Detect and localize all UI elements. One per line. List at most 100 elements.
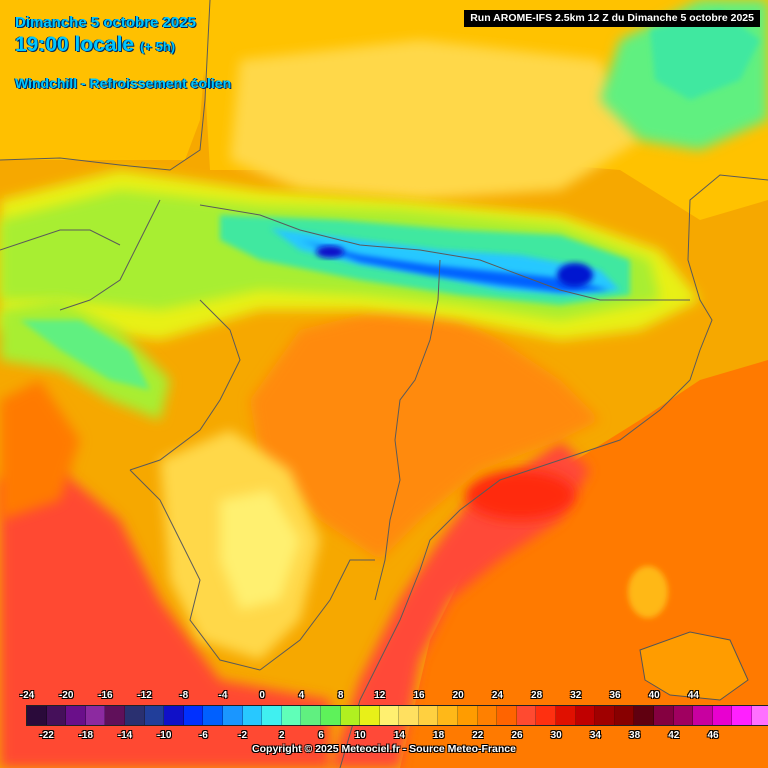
legend-swatch <box>85 706 106 725</box>
copyright-text: Copyright © 2025 Meteociel.fr - Source M… <box>252 743 516 755</box>
legend-swatch <box>693 706 713 725</box>
legend-label-bottom: 42 <box>668 730 680 741</box>
legend-swatch <box>458 706 478 725</box>
legend-label-top: 36 <box>609 690 621 701</box>
mallorca <box>639 631 749 701</box>
legend-label-top: 24 <box>491 690 503 701</box>
pyrenees-ridge <box>300 240 610 292</box>
mediterranean-coastline <box>339 174 768 768</box>
legend-swatch <box>634 706 654 725</box>
color-legend: -24 -20 -16 -12 -8 -4 0 4 8 12 16 20 24 28 32 36 40 44 -22… <box>0 684 768 768</box>
warm-coastal-sea <box>330 440 590 768</box>
legend-label-bottom: -18 <box>78 730 94 741</box>
legend-label-bottom: 34 <box>589 730 601 741</box>
legend-label-top: 32 <box>570 690 582 701</box>
legend-label-bottom: 18 <box>433 730 445 741</box>
navarre-border <box>59 199 161 311</box>
legend-label-bottom: 2 <box>279 730 285 741</box>
legend-label-bottom: 14 <box>393 730 405 741</box>
legend-label-top: 40 <box>648 690 660 701</box>
legend-label-bottom: 10 <box>354 730 366 741</box>
valencia-border <box>259 559 375 671</box>
legend-label-bottom: -2 <box>238 730 248 741</box>
legend-swatch <box>751 706 768 725</box>
legend-label-bottom: -6 <box>198 730 208 741</box>
castile-border <box>129 469 261 671</box>
legend-label-top: -20 <box>58 690 74 701</box>
legend-color-bar <box>26 705 768 726</box>
legend-label-top: -8 <box>179 690 189 701</box>
legend-swatch <box>222 706 243 725</box>
hot-sea-patch <box>465 470 575 520</box>
legend-swatch <box>418 706 439 725</box>
legend-label-bottom: 22 <box>472 730 484 741</box>
cantabria-border <box>0 229 121 251</box>
legend-swatch <box>242 706 263 725</box>
legend-swatch <box>203 706 223 725</box>
legend-swatch <box>360 706 380 725</box>
france-spain-border <box>199 204 690 301</box>
legend-swatch <box>301 706 321 725</box>
pyrenees-peak-2 <box>316 246 344 258</box>
legend-label-bottom: 26 <box>511 730 523 741</box>
legend-swatch <box>595 706 615 725</box>
legend-swatch <box>438 706 459 725</box>
legend-swatch <box>732 706 752 725</box>
legend-swatch <box>281 706 302 725</box>
legend-label-top: -12 <box>137 690 152 701</box>
sea-warm-spot <box>628 566 668 618</box>
legend-label-bottom: 46 <box>707 730 719 741</box>
legend-swatch <box>66 706 86 725</box>
legend-swatch <box>27 706 47 725</box>
model-run-label: Run AROME-IFS 2.5km 12 Z du Dimanche 5 o… <box>464 10 760 27</box>
forecast-lead-time: (+ 5h) <box>140 39 176 54</box>
parameter-title: Windchill - Refroissement éolien <box>15 75 232 91</box>
legend-label-bottom: -10 <box>156 730 172 741</box>
legend-swatch <box>399 706 419 725</box>
south-france-light <box>230 40 640 200</box>
rioja-border <box>129 299 241 471</box>
legend-swatch <box>614 706 635 725</box>
legend-swatch <box>144 706 165 725</box>
catalonia-aragon-border <box>374 259 441 601</box>
legend-label-top: 4 <box>298 690 305 701</box>
legend-swatch <box>477 706 498 725</box>
legend-label-top: 12 <box>374 690 386 701</box>
bay-of-biscay <box>0 0 210 160</box>
legend-swatch <box>673 706 694 725</box>
legend-swatch <box>654 706 674 725</box>
legend-swatch <box>46 706 67 725</box>
iberian-hills-high <box>220 490 300 610</box>
atlantic-coastline <box>0 0 211 171</box>
legend-swatch <box>497 706 517 725</box>
legend-swatch <box>379 706 400 725</box>
legend-label-bottom: -14 <box>117 730 133 741</box>
legend-swatch <box>164 706 184 725</box>
forecast-time: 19:00 locale (+ 5h) <box>15 33 175 57</box>
legend-swatch <box>575 706 596 725</box>
legend-label-bottom: -22 <box>39 730 54 741</box>
legend-label-top: 20 <box>452 690 464 701</box>
legend-swatch <box>556 706 576 725</box>
legend-swatch <box>536 706 557 725</box>
legend-label-top: -4 <box>218 690 228 701</box>
legend-swatch <box>124 706 145 725</box>
legend-swatch <box>105 706 125 725</box>
legend-label-top: 0 <box>259 690 265 701</box>
legend-swatch <box>712 706 733 725</box>
legend-swatch <box>340 706 361 725</box>
legend-label-bottom: 38 <box>629 730 641 741</box>
massif-central-cooler <box>650 10 760 100</box>
legend-label-bottom: 6 <box>318 730 324 741</box>
basque-hills-cool <box>20 320 150 390</box>
legend-swatch <box>183 706 204 725</box>
legend-label-top: 16 <box>413 690 425 701</box>
forecast-date: Dimanche 5 octobre 2025 <box>15 14 196 31</box>
legend-swatch <box>262 706 282 725</box>
pyrenees-peak-1 <box>557 263 593 287</box>
legend-label-bottom: 30 <box>550 730 562 741</box>
legend-swatch <box>320 706 341 725</box>
ebro-valley <box>250 300 600 560</box>
